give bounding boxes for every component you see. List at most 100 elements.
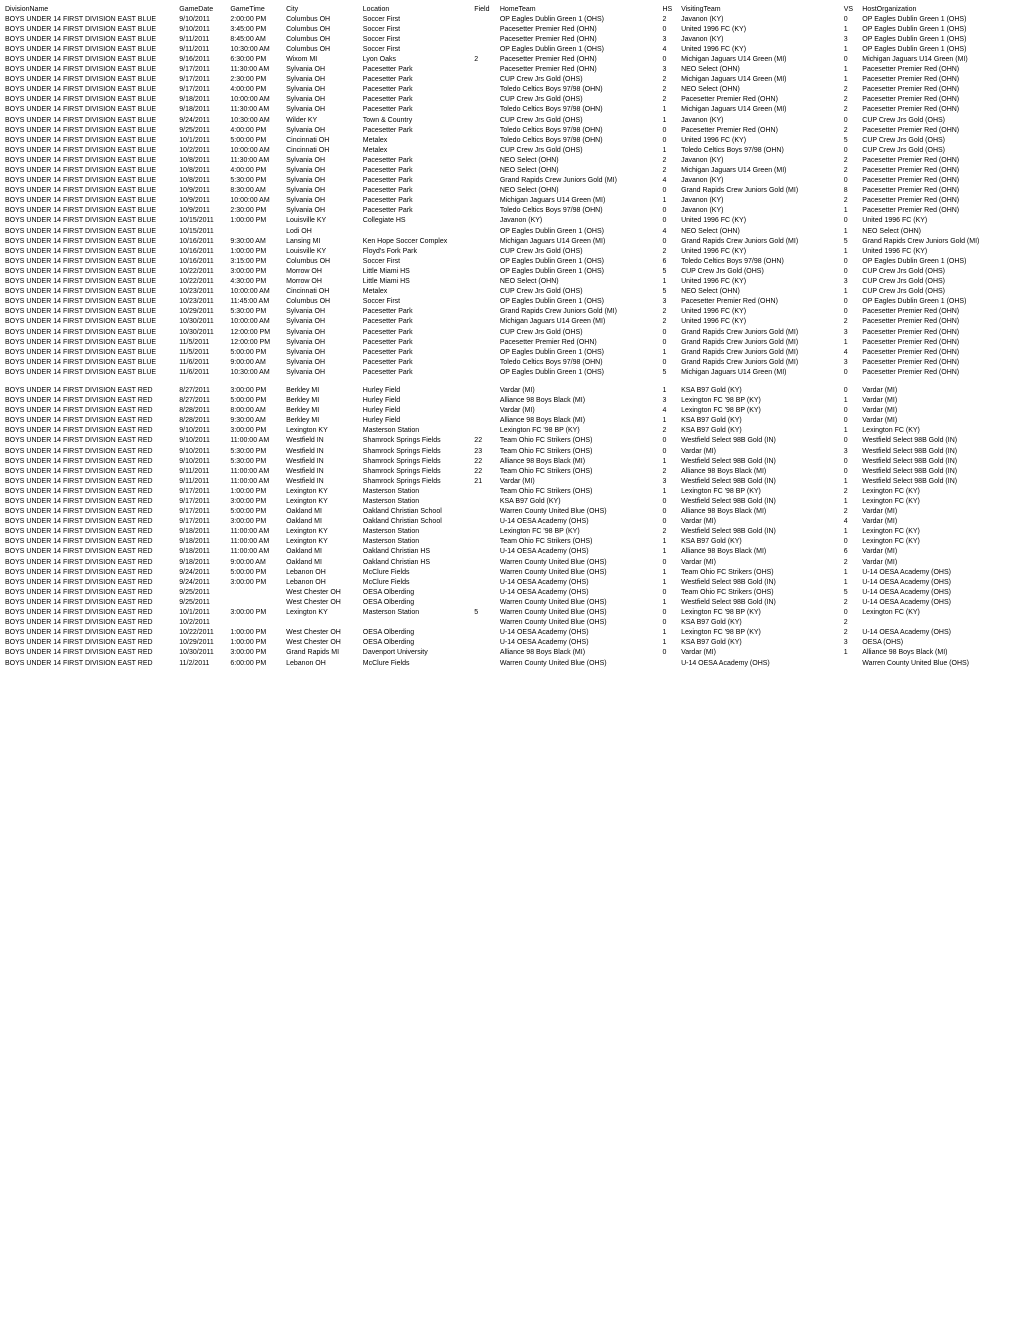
table-row: BOYS UNDER 14 FIRST DIVISION EAST RED11/… <box>4 658 1020 668</box>
table-cell: BOYS UNDER 14 FIRST DIVISION EAST BLUE <box>4 186 178 196</box>
table-cell: 3 <box>843 446 862 456</box>
table-cell: Lexington KY <box>285 497 362 507</box>
table-cell: Lebanon OH <box>285 567 362 577</box>
table-cell <box>843 658 862 668</box>
table-cell: Team Ohio FC Strikers (OHS) <box>680 567 843 577</box>
table-cell: 2 <box>843 196 862 206</box>
table-cell: 1 <box>661 547 680 557</box>
table-cell: West Chester OH <box>285 628 362 638</box>
table-cell: 9/10/2011 <box>178 436 229 446</box>
table-cell <box>473 497 499 507</box>
table-cell <box>473 206 499 216</box>
table-cell: BOYS UNDER 14 FIRST DIVISION EAST BLUE <box>4 236 178 246</box>
table-cell: 0 <box>843 216 862 226</box>
table-cell: Warren County United Blue (OHS) <box>499 608 662 618</box>
table-cell: U-14 OESA Academy (OHS) <box>680 658 843 668</box>
table-cell: 11/6/2011 <box>178 357 229 367</box>
table-cell: 5:30:00 PM <box>229 456 285 466</box>
header-cell: VisitingTeam <box>680 4 843 14</box>
table-row: BOYS UNDER 14 FIRST DIVISION EAST RED9/2… <box>4 587 1020 597</box>
table-cell: OP Eagles Dublin Green 1 (OHS) <box>861 34 1020 44</box>
table-cell: U-14 OESA Academy (OHS) <box>861 628 1020 638</box>
table-cell: U-14 OESA Academy (OHS) <box>499 628 662 638</box>
table-cell: BOYS UNDER 14 FIRST DIVISION EAST BLUE <box>4 347 178 357</box>
table-cell: 10/16/2011 <box>178 256 229 266</box>
table-cell: 1:00:00 PM <box>229 216 285 226</box>
table-cell <box>473 14 499 24</box>
table-cell: 1 <box>843 75 862 85</box>
table-cell: 10/29/2011 <box>178 638 229 648</box>
table-cell: 9/18/2011 <box>178 557 229 567</box>
table-cell: Pacesetter Premier Red (OHN) <box>861 206 1020 216</box>
table-cell: Pacesetter Park <box>362 155 474 165</box>
table-row: BOYS UNDER 14 FIRST DIVISION EAST BLUE11… <box>4 337 1020 347</box>
table-cell: Warren County United Blue (OHS) <box>861 658 1020 668</box>
table-row: BOYS UNDER 14 FIRST DIVISION EAST BLUE9/… <box>4 115 1020 125</box>
table-cell: 10/23/2011 <box>178 297 229 307</box>
table-cell: Lexington FC (KY) <box>861 497 1020 507</box>
table-cell: 3:15:00 PM <box>229 256 285 266</box>
table-row: BOYS UNDER 14 FIRST DIVISION EAST BLUE10… <box>4 186 1020 196</box>
table-cell: Sylvania OH <box>285 337 362 347</box>
table-cell: Michigan Jaguars U14 Green (MI) <box>861 54 1020 64</box>
table-cell: Michigan Jaguars U14 Green (MI) <box>680 54 843 64</box>
table-row: BOYS UNDER 14 FIRST DIVISION EAST RED9/1… <box>4 426 1020 436</box>
table-cell: Oakland Christian School <box>362 517 474 527</box>
table-cell: NEO Select (OHN) <box>680 85 843 95</box>
table-cell: Pacesetter Premier Red (OHN) <box>861 307 1020 317</box>
table-cell: 8/27/2011 <box>178 396 229 406</box>
table-cell: Vardar (MI) <box>861 396 1020 406</box>
table-cell: BOYS UNDER 14 FIRST DIVISION EAST RED <box>4 547 178 557</box>
table-cell: 3 <box>661 476 680 486</box>
table-cell: Masterson Station <box>362 486 474 496</box>
table-cell: 5 <box>661 367 680 377</box>
table-cell: 1 <box>843 246 862 256</box>
table-cell: Pacesetter Park <box>362 125 474 135</box>
table-cell: BOYS UNDER 14 FIRST DIVISION EAST BLUE <box>4 287 178 297</box>
table-row: BOYS UNDER 14 FIRST DIVISION EAST BLUE11… <box>4 347 1020 357</box>
table-cell: 10/8/2011 <box>178 155 229 165</box>
table-cell: 11/2/2011 <box>178 658 229 668</box>
table-cell: 1 <box>661 628 680 638</box>
table-cell: 5:30:00 PM <box>229 176 285 186</box>
table-cell: 0 <box>843 54 862 64</box>
table-cell: Pacesetter Premier Red (OHN) <box>861 85 1020 95</box>
table-cell: 10/30/2011 <box>178 317 229 327</box>
table-cell: 1 <box>661 385 680 395</box>
table-cell: BOYS UNDER 14 FIRST DIVISION EAST BLUE <box>4 85 178 95</box>
table-row: BOYS UNDER 14 FIRST DIVISION EAST RED8/2… <box>4 396 1020 406</box>
table-cell: 5 <box>661 287 680 297</box>
table-cell: Sylvania OH <box>285 206 362 216</box>
table-cell: Shamrock Springs Fields <box>362 436 474 446</box>
table-cell: Pacesetter Park <box>362 307 474 317</box>
table-cell: BOYS UNDER 14 FIRST DIVISION EAST RED <box>4 396 178 406</box>
table-cell: NEO Select (OHN) <box>499 186 662 196</box>
table-cell: Westfield IN <box>285 466 362 476</box>
table-cell: BOYS UNDER 14 FIRST DIVISION EAST BLUE <box>4 297 178 307</box>
table-cell: OP Eagles Dublin Green 1 (OHS) <box>861 297 1020 307</box>
table-cell: BOYS UNDER 14 FIRST DIVISION EAST RED <box>4 517 178 527</box>
table-cell: Vardar (MI) <box>861 557 1020 567</box>
table-cell: BOYS UNDER 14 FIRST DIVISION EAST RED <box>4 426 178 436</box>
table-cell: 2 <box>843 85 862 95</box>
table-cell <box>473 317 499 327</box>
table-row: BOYS UNDER 14 FIRST DIVISION EAST BLUE10… <box>4 277 1020 287</box>
table-cell: 1 <box>843 65 862 75</box>
table-cell: Berkley MI <box>285 416 362 426</box>
table-cell: Alliance 98 Boys Black (MI) <box>680 507 843 517</box>
table-cell: 2 <box>843 125 862 135</box>
table-cell: Pacesetter Park <box>362 105 474 115</box>
table-cell: 0 <box>843 14 862 24</box>
table-cell: NEO Select (OHN) <box>499 277 662 287</box>
table-cell: 3:00:00 PM <box>229 577 285 587</box>
table-cell <box>229 618 285 628</box>
table-cell: 8:00:00 AM <box>229 406 285 416</box>
table-cell: Masterson Station <box>362 527 474 537</box>
table-cell: Soccer First <box>362 44 474 54</box>
table-cell: 5:00:00 PM <box>229 347 285 357</box>
table-cell <box>473 547 499 557</box>
table-cell: BOYS UNDER 14 FIRST DIVISION EAST BLUE <box>4 367 178 377</box>
table-cell: Lexington FC (KY) <box>861 426 1020 436</box>
table-cell: 10:00:00 AM <box>229 196 285 206</box>
table-row: BOYS UNDER 14 FIRST DIVISION EAST BLUE10… <box>4 236 1020 246</box>
